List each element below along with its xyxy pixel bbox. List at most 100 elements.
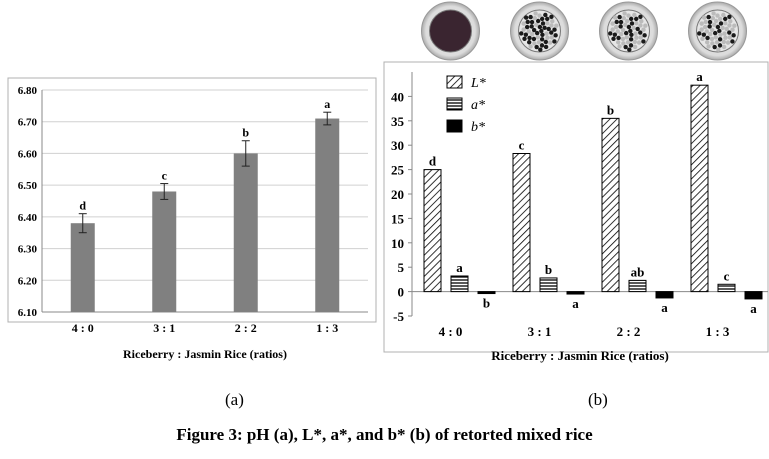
rice-grain-dot [628,37,634,42]
rice-grain-dot [538,47,543,52]
rice-grain-dot [636,40,642,45]
rice-grain-dot [731,33,736,38]
rice-grain-dot [616,35,621,41]
rice-grain-dot [535,18,541,24]
rice-grain-dot [552,39,557,44]
rice-grain-dot [721,44,727,50]
ph-bar [315,118,340,313]
rice-grain-dot [725,40,731,45]
rice-grain-dot [628,28,633,34]
rice-grain-dot [730,39,735,44]
rice-grain-dot [717,16,723,22]
y-tick-label: 20 [391,187,404,202]
rice-grain-dot [519,31,524,36]
rice-grain-dot [699,21,704,26]
rice-grain-dot [706,44,711,49]
rice-grain-dot [540,21,546,26]
rice-grain-dot [621,15,627,21]
ph-bar [233,153,258,312]
significance-letter: b [483,296,490,311]
rice-grain-dot [706,14,711,20]
rice-grain-dot [611,36,616,42]
rice-grain-dot [623,30,629,36]
rice-grain-dot [722,31,727,36]
rice-grain-dot [619,31,624,37]
rice-grain-dot [638,23,643,28]
rice-grain-dot [626,13,631,18]
rice-grain-dot [534,22,539,27]
rice-grain-dot [615,40,621,45]
x-tick-label: 2 : 2 [617,324,641,339]
x-tick-label: 1 : 3 [316,321,338,335]
significance-letter: d [79,199,86,213]
rice-grain-dot [531,36,537,42]
rice-grain-dot [545,21,550,26]
rice-grain-dot [638,30,643,35]
rice-grain-dot [717,37,723,42]
y-tick-label: 25 [391,163,405,178]
rice-grain-dot [526,29,531,34]
rice-grain-dot [523,15,529,20]
rice-grain-dot [707,19,713,25]
y-tick-label: 0 [398,285,405,300]
rice-grain-dot [634,35,639,40]
ph-bar [70,223,95,312]
rice-grain-dot [642,33,647,38]
figure-caption: Figure 3: pH (a), L*, a*, and b* (b) of … [176,425,593,444]
x-tick-label: 4 : 0 [439,324,463,339]
x-tick-label: 4 : 0 [72,321,94,335]
rice-grain-dot [543,44,549,50]
rice-grain-dot [534,30,540,36]
rice-grain-dot [723,16,728,22]
rice-grain-dot [727,30,732,35]
color-bar [655,291,674,299]
rice-grain-dot [624,18,630,24]
rice-grain-dot [713,18,719,24]
rice-grain-dot [697,31,702,36]
rice-grain-dot [529,19,535,25]
rice-grain-dot [632,12,637,18]
legend-label: L* [470,76,486,91]
rice-grain-dot [712,22,717,27]
rice-grain-dot [536,40,542,45]
color-bar [601,117,620,293]
rice-grain-dot [727,23,732,28]
rice-grain-dot [552,27,557,32]
rice-grain-dot [643,23,648,28]
rice-grain-dot [547,40,553,45]
chart-a-frame [7,77,377,323]
rice-grain-dot [620,27,626,33]
color-bar [690,84,709,293]
rice-grain-dot [622,11,627,16]
rice-grain-dot [627,47,632,52]
rice-grain-dot [625,40,631,45]
rice-grain-dot [712,44,717,50]
rice-grain-dot [723,21,728,26]
rice-grain-dot [641,27,646,32]
y-tick-label: 6.50 [18,180,38,192]
significance-letter: d [429,154,437,169]
rice-grain-dot [727,14,732,19]
significance-letter: a [750,301,757,316]
significance-letter: c [519,137,525,152]
rice-grain-dot [721,12,726,18]
rice-grain-dot [721,39,727,45]
rice-grain-dot [632,39,638,45]
significance-letter: a [661,300,668,315]
rice-grain-dot [631,25,636,30]
significance-letter: b [242,126,249,140]
legend-label: b* [471,120,485,135]
rice-grain-dot [539,43,545,48]
rice-grain-dot [544,31,549,36]
rice-grain-dot [728,18,733,24]
rice-grain-dot [718,21,724,26]
rice-grain-dot [732,23,737,28]
rice-grain-dot [610,27,615,32]
rice-grain-dot [717,43,723,48]
rice-grain-dot [618,24,623,29]
rice-grain-dot [715,13,720,18]
rice-grain-dot [702,24,708,30]
